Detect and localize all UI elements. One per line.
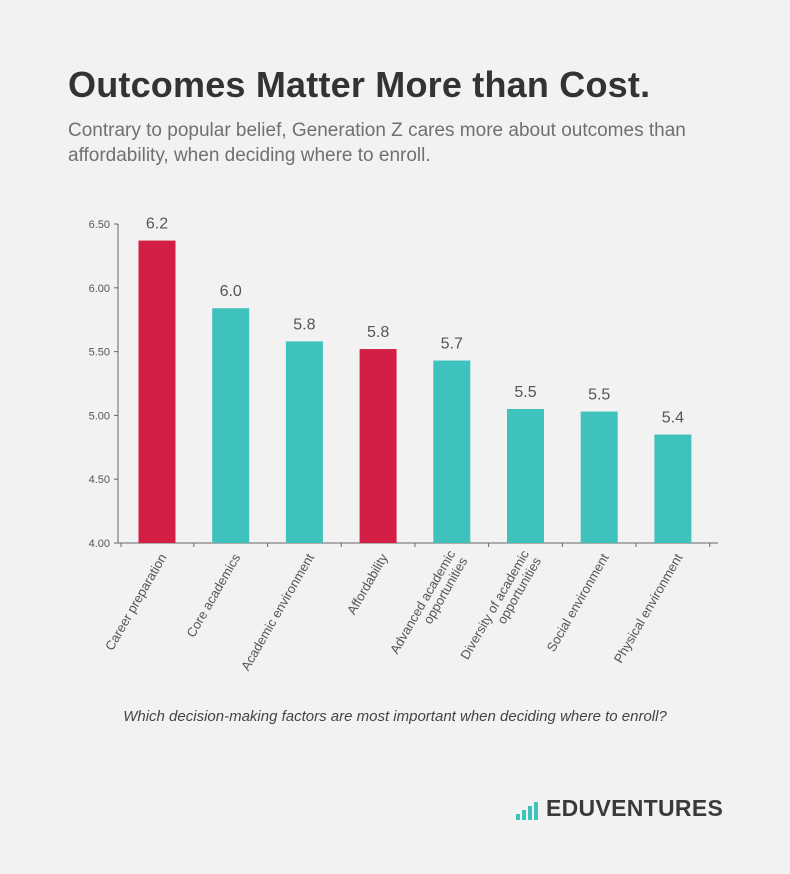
category-label: Academic environment [238,551,317,673]
chart-subtitle: Contrary to popular belief, Generation Z… [68,120,686,166]
category-label: Career preparation [102,551,170,653]
bar [138,240,176,543]
y-tick-label: 6.00 [89,283,110,295]
category-label: Advanced academicopportunities [387,547,471,663]
data-label: 5.8 [367,324,389,341]
category-label-line: Advanced academic [387,547,459,656]
y-tick-label: 4.00 [89,538,110,550]
bar [507,409,544,543]
data-label: 5.7 [441,336,463,353]
category-label: Physical environment [611,551,686,666]
bar-logo-icon [516,802,540,820]
bar [580,411,618,543]
data-label: 6.0 [220,283,242,300]
y-tick-label: 5.00 [89,410,110,422]
bar [212,308,250,543]
survey-question: Which decision-making factors are most i… [123,708,667,725]
bar [654,434,692,543]
bar-chart: 4.00 4.50 5.00 5.50 6.00 6.50 6.2 Career prepar… [89,216,718,673]
category-label: Affordability [344,551,391,618]
brand-name: EDUVENTURES [546,795,724,821]
category-label: Diversity of academicopportunities [457,547,544,669]
y-tick-label: 6.50 [89,219,110,231]
category-label: Core academics [183,551,243,640]
bar [359,349,397,543]
data-label: 6.2 [146,216,168,233]
data-label: 5.5 [588,387,610,404]
y-tick-label: 5.50 [89,347,110,359]
data-label: 5.5 [514,384,536,401]
data-label: 5.8 [293,316,315,333]
bar [433,360,471,543]
bar [285,341,323,543]
data-label: 5.4 [662,410,684,427]
category-label: Social environment [544,551,612,655]
brand-logo: EDUVENTURES [516,796,723,820]
y-tick-label: 4.50 [89,474,110,486]
chart-title: Outcomes Matter More than Cost. [68,64,651,105]
